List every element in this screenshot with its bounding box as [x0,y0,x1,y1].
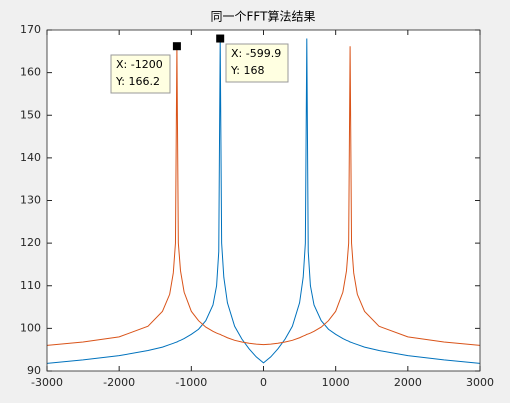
y-tick-label: 100 [20,321,41,334]
data-tip-box [110,54,171,94]
x-tick-label: -2000 [103,376,135,389]
data-line [47,46,480,346]
y-tick-label: 120 [20,236,41,249]
y-tick-label: 130 [20,194,41,207]
x-tick-label: 2000 [394,376,422,389]
data-tip-marker [172,42,181,51]
data-tip-text: X: -599.9 [231,47,281,60]
x-tick-label: 0 [260,376,267,389]
data-tip-text: X: -1200 [116,58,163,71]
chart-title: 同一个FFT算法结果 [211,9,316,24]
x-tick-label: -1000 [175,376,207,389]
data-tip-text: Y: 168 [230,64,264,77]
data-tip-marker [216,34,225,43]
y-tick-label: 140 [20,151,41,164]
x-tick-label: 1000 [322,376,350,389]
data-line [47,38,480,364]
y-tick-label: 170 [20,23,41,36]
y-tick-label: 90 [27,364,41,377]
data-tip-box [225,43,289,83]
x-tick-label: 3000 [466,376,494,389]
y-tick-label: 160 [20,66,41,79]
data-tip-text: Y: 166.2 [115,75,160,88]
x-tick-label: -3000 [31,376,63,389]
y-tick-label: 110 [20,279,41,292]
y-tick-label: 150 [20,108,41,121]
